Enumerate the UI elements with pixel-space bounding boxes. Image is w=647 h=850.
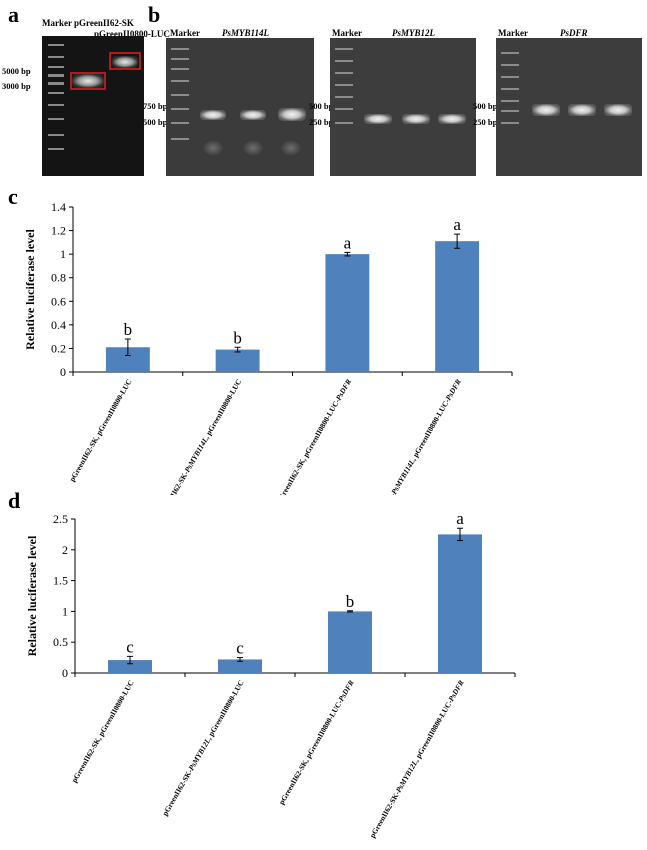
gel-b3-size-1: 500 bp xyxy=(473,101,498,111)
marker-ladder-a xyxy=(48,44,64,150)
bar xyxy=(435,241,480,372)
x-category-label: pGreenII62-SK-PsMYB12L, pGreenII0800-LUC… xyxy=(368,679,466,840)
significance-label: a xyxy=(344,233,352,252)
marker-ladder-b2 xyxy=(335,48,353,124)
panel-a-lane-label-luc: pGreenII0800-LUC xyxy=(94,29,170,39)
y-tick-label: 0.4 xyxy=(51,318,66,332)
significance-label: a xyxy=(456,509,464,528)
y-tick-label: 0.2 xyxy=(51,341,66,355)
significance-label: c xyxy=(236,639,244,658)
bar xyxy=(328,611,372,673)
highlight-box-sk xyxy=(70,72,106,90)
y-tick-label: 0.8 xyxy=(51,271,66,285)
y-tick-label: 1.5 xyxy=(53,574,68,588)
gel-b1-marker-label: Marker xyxy=(170,28,200,38)
x-category-label: pGreenII62-SK-PsMYB12L, pGreenII0800-LUC xyxy=(160,679,245,818)
chart-d: 0 0.5 1 1.5 2 2.5 Relative luciferase level c pG… xyxy=(25,509,516,840)
y-axis-label: Relative luciferase level xyxy=(23,229,37,350)
y-tick-label: 0 xyxy=(60,365,66,379)
gel-b2-size-2: 250 bp xyxy=(309,117,334,127)
panel-c-letter: c xyxy=(8,184,18,209)
gel-image-b3 xyxy=(496,38,642,176)
panel-b-letter: b xyxy=(148,2,161,27)
significance-label: a xyxy=(453,215,461,234)
gel-b1-gene-label: PsMYB114L xyxy=(222,28,270,38)
bar xyxy=(215,349,260,372)
plasmid-band-luc xyxy=(112,56,138,68)
gel-image-b1 xyxy=(166,38,314,176)
y-tick-label: 1.2 xyxy=(51,224,66,238)
gel-b3-gene-label: PsDFR xyxy=(560,28,588,38)
panel-a-size-5000: 5000 bp xyxy=(2,66,31,76)
gel-b3-marker-label: Marker xyxy=(498,28,528,38)
y-tick-label: 1 xyxy=(60,247,66,261)
y-tick-label: 2.5 xyxy=(53,512,68,526)
significance-label: b xyxy=(233,328,242,347)
x-category-label: pGreenII62-SK-PsMYB114L, pGreenII0800-LU… xyxy=(363,378,463,496)
x-category-label: pGreenII62-SK, pGreenII0800-LUC xyxy=(70,679,136,785)
y-tick-label: 1.4 xyxy=(51,200,66,214)
x-category-label: pGreenII62-SK, pGreenII0800-LUC-PsDFR xyxy=(274,378,353,496)
bar xyxy=(108,660,152,673)
panel-a-lane-label-sk: pGreenII62-SK xyxy=(74,18,134,28)
panel-d-letter: d xyxy=(8,488,21,513)
x-category-label: pGreenII62-SK, pGreenII0800-LUC-PsDFR xyxy=(277,679,356,807)
bar xyxy=(218,659,262,673)
highlight-box-luc xyxy=(109,52,141,70)
marker-ladder-b3 xyxy=(501,52,519,124)
bar xyxy=(325,254,370,372)
marker-ladder-b1 xyxy=(171,48,189,140)
gel-b2-gene-label: PsMYB12L xyxy=(392,28,436,38)
gel-b3-size-2: 250 bp xyxy=(473,117,498,127)
y-tick-label: 1 xyxy=(62,604,68,618)
significance-label: b xyxy=(346,592,355,611)
y-axis-label: Relative luciferase level xyxy=(25,535,39,656)
y-tick-label: 0.6 xyxy=(51,294,66,308)
plasmid-band-sk xyxy=(72,74,104,88)
y-tick-label: 0.5 xyxy=(53,635,68,649)
panel-a-letter: a xyxy=(8,2,19,27)
gel-b2-size-1: 500 bp xyxy=(309,101,334,111)
gel-image-a xyxy=(42,36,144,176)
significance-label: c xyxy=(126,637,134,656)
gel-b1-size-1: 750 bp xyxy=(143,101,168,111)
gel-b1-size-2: 500 bp xyxy=(143,117,168,127)
bar xyxy=(438,534,482,673)
y-tick-label: 0 xyxy=(62,666,68,680)
panel-a-lane-label-marker: Marker xyxy=(42,18,72,28)
x-category-label: pGreenII62-SK-PsMYB114L, pGreenII0800-LU… xyxy=(156,378,243,496)
panel-a-size-3000: 3000 bp xyxy=(2,81,31,91)
chart-c: 0 0.2 0.4 0.6 0.8 1 1.2 1.4 Relative luciferase … xyxy=(23,200,513,496)
x-category-label: pGreenII62-SK, pGreenII0800-LUC xyxy=(67,378,133,484)
y-tick-label: 2 xyxy=(62,543,68,557)
gel-b2-marker-label: Marker xyxy=(332,28,362,38)
gel-image-b2 xyxy=(330,38,476,176)
significance-label: b xyxy=(124,320,133,339)
